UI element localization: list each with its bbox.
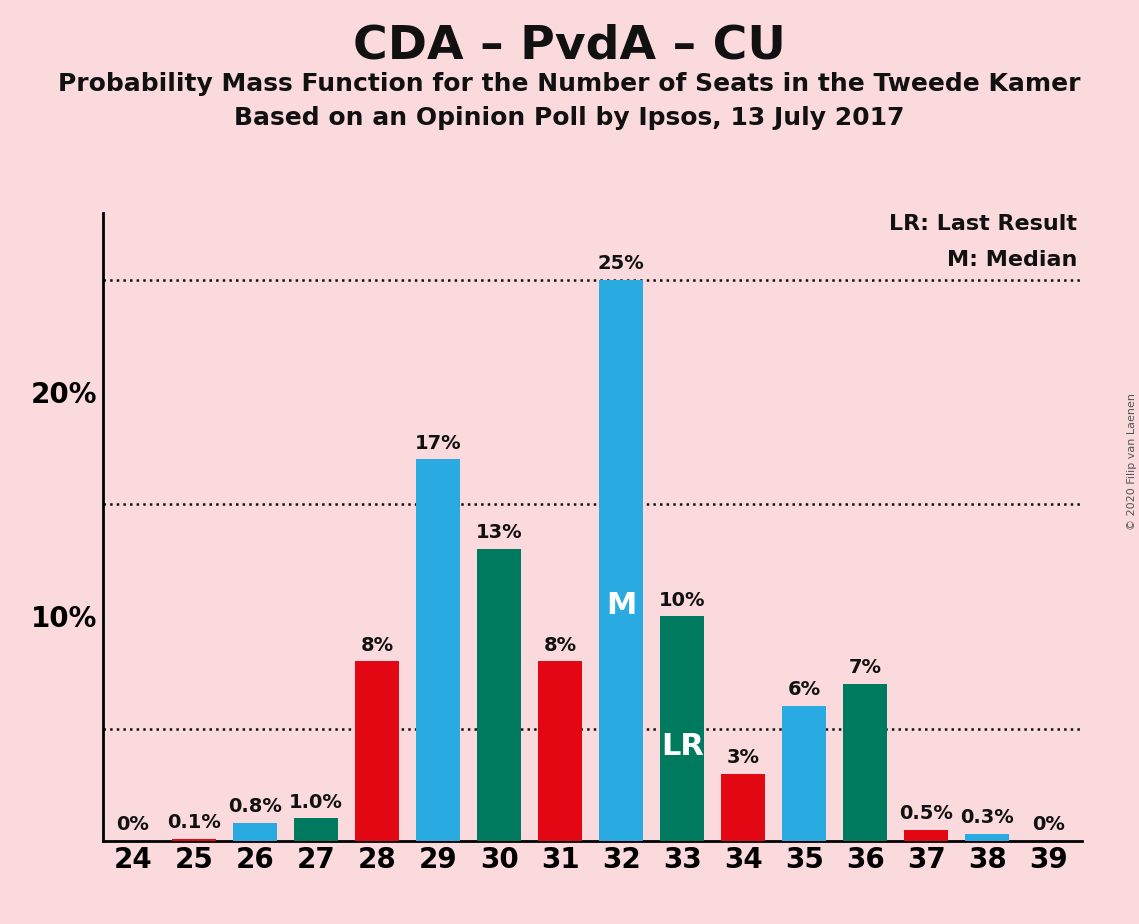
Text: © 2020 Filip van Laenen: © 2020 Filip van Laenen bbox=[1126, 394, 1137, 530]
Bar bbox=[477, 549, 522, 841]
Bar bbox=[539, 662, 582, 841]
Text: CDA – PvdA – CU: CDA – PvdA – CU bbox=[353, 23, 786, 68]
Text: 0.3%: 0.3% bbox=[960, 808, 1015, 827]
Bar bbox=[233, 823, 277, 841]
Text: M: Median: M: Median bbox=[947, 250, 1077, 270]
Bar bbox=[721, 773, 765, 841]
Text: 0.1%: 0.1% bbox=[167, 813, 221, 832]
Bar bbox=[599, 280, 644, 841]
Text: 3%: 3% bbox=[727, 748, 760, 767]
Bar bbox=[355, 662, 399, 841]
Text: LR: Last Result: LR: Last Result bbox=[890, 213, 1077, 234]
Text: 0%: 0% bbox=[116, 815, 149, 834]
Text: 1.0%: 1.0% bbox=[289, 793, 343, 811]
Text: 13%: 13% bbox=[476, 523, 523, 542]
Bar bbox=[966, 834, 1009, 841]
Text: 0.8%: 0.8% bbox=[228, 797, 282, 816]
Text: 0.5%: 0.5% bbox=[900, 804, 953, 823]
Bar bbox=[782, 706, 826, 841]
Bar bbox=[416, 459, 460, 841]
Bar bbox=[904, 830, 949, 841]
Text: M: M bbox=[606, 590, 637, 620]
Text: 17%: 17% bbox=[415, 433, 461, 453]
Text: 7%: 7% bbox=[849, 658, 882, 677]
Text: LR: LR bbox=[661, 732, 704, 761]
Text: Probability Mass Function for the Number of Seats in the Tweede Kamer: Probability Mass Function for the Number… bbox=[58, 72, 1081, 96]
Bar bbox=[172, 839, 216, 841]
Bar bbox=[294, 819, 338, 841]
Text: 8%: 8% bbox=[361, 636, 394, 654]
Text: 25%: 25% bbox=[598, 254, 645, 274]
Text: 6%: 6% bbox=[788, 680, 821, 699]
Text: Based on an Opinion Poll by Ipsos, 13 July 2017: Based on an Opinion Poll by Ipsos, 13 Ju… bbox=[235, 106, 904, 130]
Text: 10%: 10% bbox=[659, 590, 705, 610]
Bar bbox=[843, 684, 887, 841]
Bar bbox=[661, 616, 704, 841]
Text: 0%: 0% bbox=[1032, 815, 1065, 834]
Text: 8%: 8% bbox=[543, 636, 576, 654]
